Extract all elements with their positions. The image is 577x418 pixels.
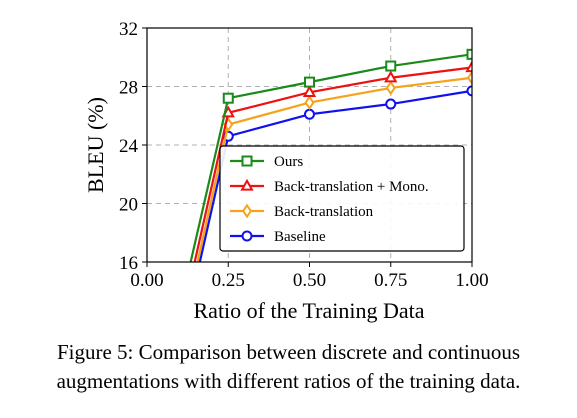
y-tick-label: 16 — [119, 253, 138, 274]
square-marker — [385, 60, 397, 72]
triangle-marker — [465, 60, 472, 73]
triangle-marker — [240, 178, 254, 191]
diamond-marker — [466, 70, 472, 86]
triangle-marker — [302, 85, 317, 97]
circle-marker — [241, 230, 253, 242]
legend-label: Back-translation — [274, 204, 374, 220]
series-2 — [196, 70, 472, 262]
triangle-marker — [384, 70, 398, 83]
x-tick-label: 0.25 — [212, 270, 245, 291]
x-tick-label: 0.50 — [293, 270, 326, 291]
square-marker — [222, 92, 234, 104]
figure-caption: Figure 5: Comparison between discrete an… — [0, 338, 577, 396]
legend-label: Back-translation + Mono. — [274, 179, 429, 195]
x-tick-label: 0.00 — [130, 270, 163, 291]
circle-marker — [466, 85, 472, 97]
square-marker — [241, 155, 253, 167]
diamond-marker — [385, 80, 396, 96]
y-axis-label: BLEU (%) — [83, 97, 108, 193]
legend: Ours Back-translation + Mono. Back-transla… — [219, 145, 465, 252]
y-tick-label: 32 — [119, 19, 138, 40]
y-tick-label: 28 — [119, 78, 138, 99]
x-axis-label: Ratio of the Training Data — [194, 298, 425, 323]
legend-box — [219, 145, 465, 252]
series-lines — [189, 48, 472, 262]
x-tick-label: 1.00 — [455, 270, 488, 291]
circle-marker — [385, 98, 397, 110]
legend-label: Baseline — [274, 229, 326, 245]
caption-line-2: augmentations with different ratios of t… — [56, 369, 521, 393]
axis-ticks: 0.00 0.25 0.50 0.75 1.00 16 20 24 28 32 — [119, 19, 489, 291]
y-tick-label: 20 — [119, 195, 138, 216]
legend-entry: Baseline — [230, 229, 326, 245]
series-1 — [193, 60, 472, 262]
diamond-marker — [241, 203, 253, 219]
y-tick-label: 24 — [119, 136, 139, 157]
series-0 — [189, 48, 472, 262]
legend-entry: Ours — [230, 154, 303, 170]
legend-label: Ours — [274, 154, 303, 170]
legend-entry: Back-translation + Mono. — [230, 178, 429, 195]
series-3 — [198, 85, 472, 262]
circle-marker — [304, 108, 315, 120]
caption-line-1: Figure 5: Comparison between discrete an… — [56, 340, 521, 364]
diamond-marker — [304, 95, 315, 110]
legend-entry: Back-translation — [230, 203, 374, 220]
square-marker — [466, 48, 472, 60]
square-marker — [304, 76, 315, 88]
x-tick-label: 0.75 — [374, 270, 407, 291]
